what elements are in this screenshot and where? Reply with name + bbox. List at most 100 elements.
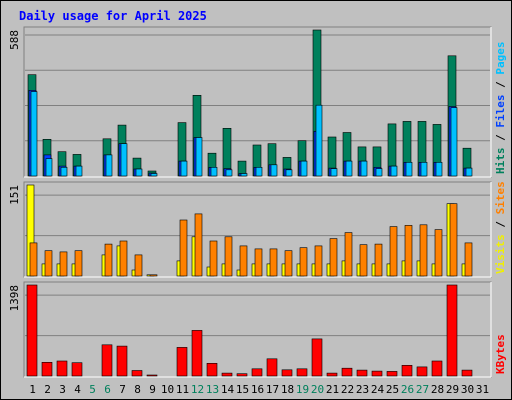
bar-kbytes-day-25 — [386, 371, 398, 377]
bar-kbytes-day-3 — [56, 360, 68, 377]
bar-pages-day-19 — [300, 160, 308, 177]
bar-sites-day-17 — [269, 248, 278, 277]
bar-kbytes-day-16 — [251, 368, 263, 377]
bar-pages-day-2 — [45, 158, 53, 177]
legend-entry: Sites — [494, 181, 507, 214]
bar-sites-day-14 — [224, 236, 233, 277]
bar-pages-day-26 — [405, 162, 413, 177]
bar-kbytes-day-12 — [191, 330, 203, 377]
x-tick-label: 28 — [431, 383, 444, 396]
x-tick-label: 2 — [44, 383, 51, 396]
bar-pages-day-9 — [150, 173, 158, 177]
side-legend: Hits / Files / Pages — [494, 42, 507, 175]
bar-sites-day-19 — [299, 247, 308, 277]
bar-pages-day-14 — [225, 169, 233, 177]
bar-sites-day-24 — [374, 243, 383, 277]
chart-title: Daily usage for April 2025 — [19, 9, 207, 23]
x-tick-label: 21 — [326, 383, 339, 396]
bar-sites-day-26 — [404, 225, 413, 277]
bar-kbytes-day-23 — [356, 369, 368, 377]
bar-kbytes-day-6 — [101, 344, 113, 377]
legend-entry: Pages — [494, 42, 507, 75]
bar-sites-day-2 — [44, 250, 53, 277]
x-axis-labels: 1 2 3 4 5 6 7 8 9 10 11 12 13 14 15 16 17 18 19 20 21 22 23 24 2… — [29, 383, 489, 396]
x-tick-label: 13 — [206, 383, 219, 396]
bar-sites-day-7 — [119, 240, 128, 277]
bar-sites-day-4 — [74, 250, 83, 277]
bar-pages-day-4 — [75, 165, 83, 177]
bar-kbytes-day-28 — [431, 360, 443, 377]
bar-sites-day-13 — [209, 240, 218, 277]
x-tick-label: 24 — [371, 383, 385, 396]
bar-pages-day-8 — [135, 168, 143, 177]
bar-pages-day-27 — [420, 162, 428, 177]
bar-pages-day-7 — [120, 143, 128, 177]
bar-sites-day-3 — [59, 251, 68, 277]
chart-panels: 588 Hits / Files / Pages 151 Visits / Sites… — [8, 26, 507, 378]
bar-kbytes-day-14 — [221, 372, 233, 377]
panel-hits-files-pages: 588 Hits / Files / Pages — [8, 26, 507, 178]
bar-sites-day-1 — [29, 242, 38, 277]
bar-sites-day-29 — [449, 203, 458, 277]
side-legend: KBytes — [494, 334, 507, 374]
y-max-label: 151 — [8, 185, 21, 205]
bar-pages-day-15 — [240, 173, 248, 177]
bar-sites-day-9 — [149, 274, 158, 277]
bar-kbytes-day-20 — [311, 338, 323, 377]
series-kbytes — [26, 284, 473, 377]
x-tick-label: 15 — [236, 383, 249, 396]
bar-kbytes-day-27 — [416, 366, 428, 377]
bar-sites-day-23 — [359, 244, 368, 277]
x-tick-label: 16 — [251, 383, 264, 396]
x-tick-label: 11 — [176, 383, 189, 396]
bar-kbytes-day-8 — [131, 370, 143, 377]
bar-pages-day-12 — [195, 137, 203, 177]
bar-sites-day-15 — [239, 245, 248, 277]
x-tick-label: 20 — [311, 383, 324, 396]
bar-kbytes-day-22 — [341, 367, 353, 377]
bar-kbytes-day-29 — [446, 284, 458, 377]
x-tick-label: 17 — [266, 383, 279, 396]
x-tick-label: 3 — [59, 383, 66, 396]
bar-pages-day-29 — [450, 107, 458, 177]
bar-kbytes-day-18 — [281, 369, 293, 377]
x-tick-label: 29 — [446, 383, 459, 396]
bar-kbytes-day-30 — [461, 369, 473, 377]
bar-kbytes-day-4 — [71, 362, 83, 377]
bar-kbytes-day-15 — [236, 373, 248, 377]
bar-kbytes-day-9 — [146, 374, 158, 377]
y-max-label: 1398 — [8, 285, 21, 312]
series-pages — [30, 91, 473, 177]
bar-kbytes-day-26 — [401, 364, 413, 377]
x-tick-label: 23 — [356, 383, 369, 396]
legend-entry: Hits — [494, 148, 507, 175]
bar-sites-day-20 — [314, 245, 323, 277]
x-tick-label: 6 — [104, 383, 111, 396]
x-tick-label: 4 — [74, 383, 81, 396]
legend-entry: KBytes — [494, 334, 507, 374]
bar-pages-day-1 — [30, 91, 38, 177]
x-tick-label: 25 — [386, 383, 399, 396]
bar-sites-day-21 — [329, 238, 338, 277]
bar-pages-day-24 — [375, 168, 383, 177]
x-tick-label: 27 — [416, 383, 429, 396]
bar-pages-day-6 — [105, 154, 113, 177]
bar-sites-day-6 — [104, 243, 113, 277]
bar-pages-day-30 — [465, 167, 473, 177]
side-legend: Visits / Sites — [494, 181, 507, 274]
bar-pages-day-17 — [270, 164, 278, 177]
x-tick-label: 31 — [476, 383, 489, 396]
bar-pages-day-16 — [255, 167, 263, 177]
legend-entry: / — [494, 128, 507, 148]
bar-sites-day-25 — [389, 226, 398, 277]
x-tick-label: 18 — [281, 383, 294, 396]
bar-pages-day-28 — [435, 162, 443, 177]
x-tick-label: 22 — [341, 383, 354, 396]
bar-sites-day-16 — [254, 248, 263, 277]
x-tick-label: 1 — [29, 383, 36, 396]
bar-kbytes-day-21 — [326, 372, 338, 377]
bar-kbytes-day-1 — [26, 284, 38, 377]
bar-pages-day-20 — [315, 104, 323, 177]
panel-frame — [23, 281, 492, 378]
legend-entry: / — [494, 75, 507, 95]
